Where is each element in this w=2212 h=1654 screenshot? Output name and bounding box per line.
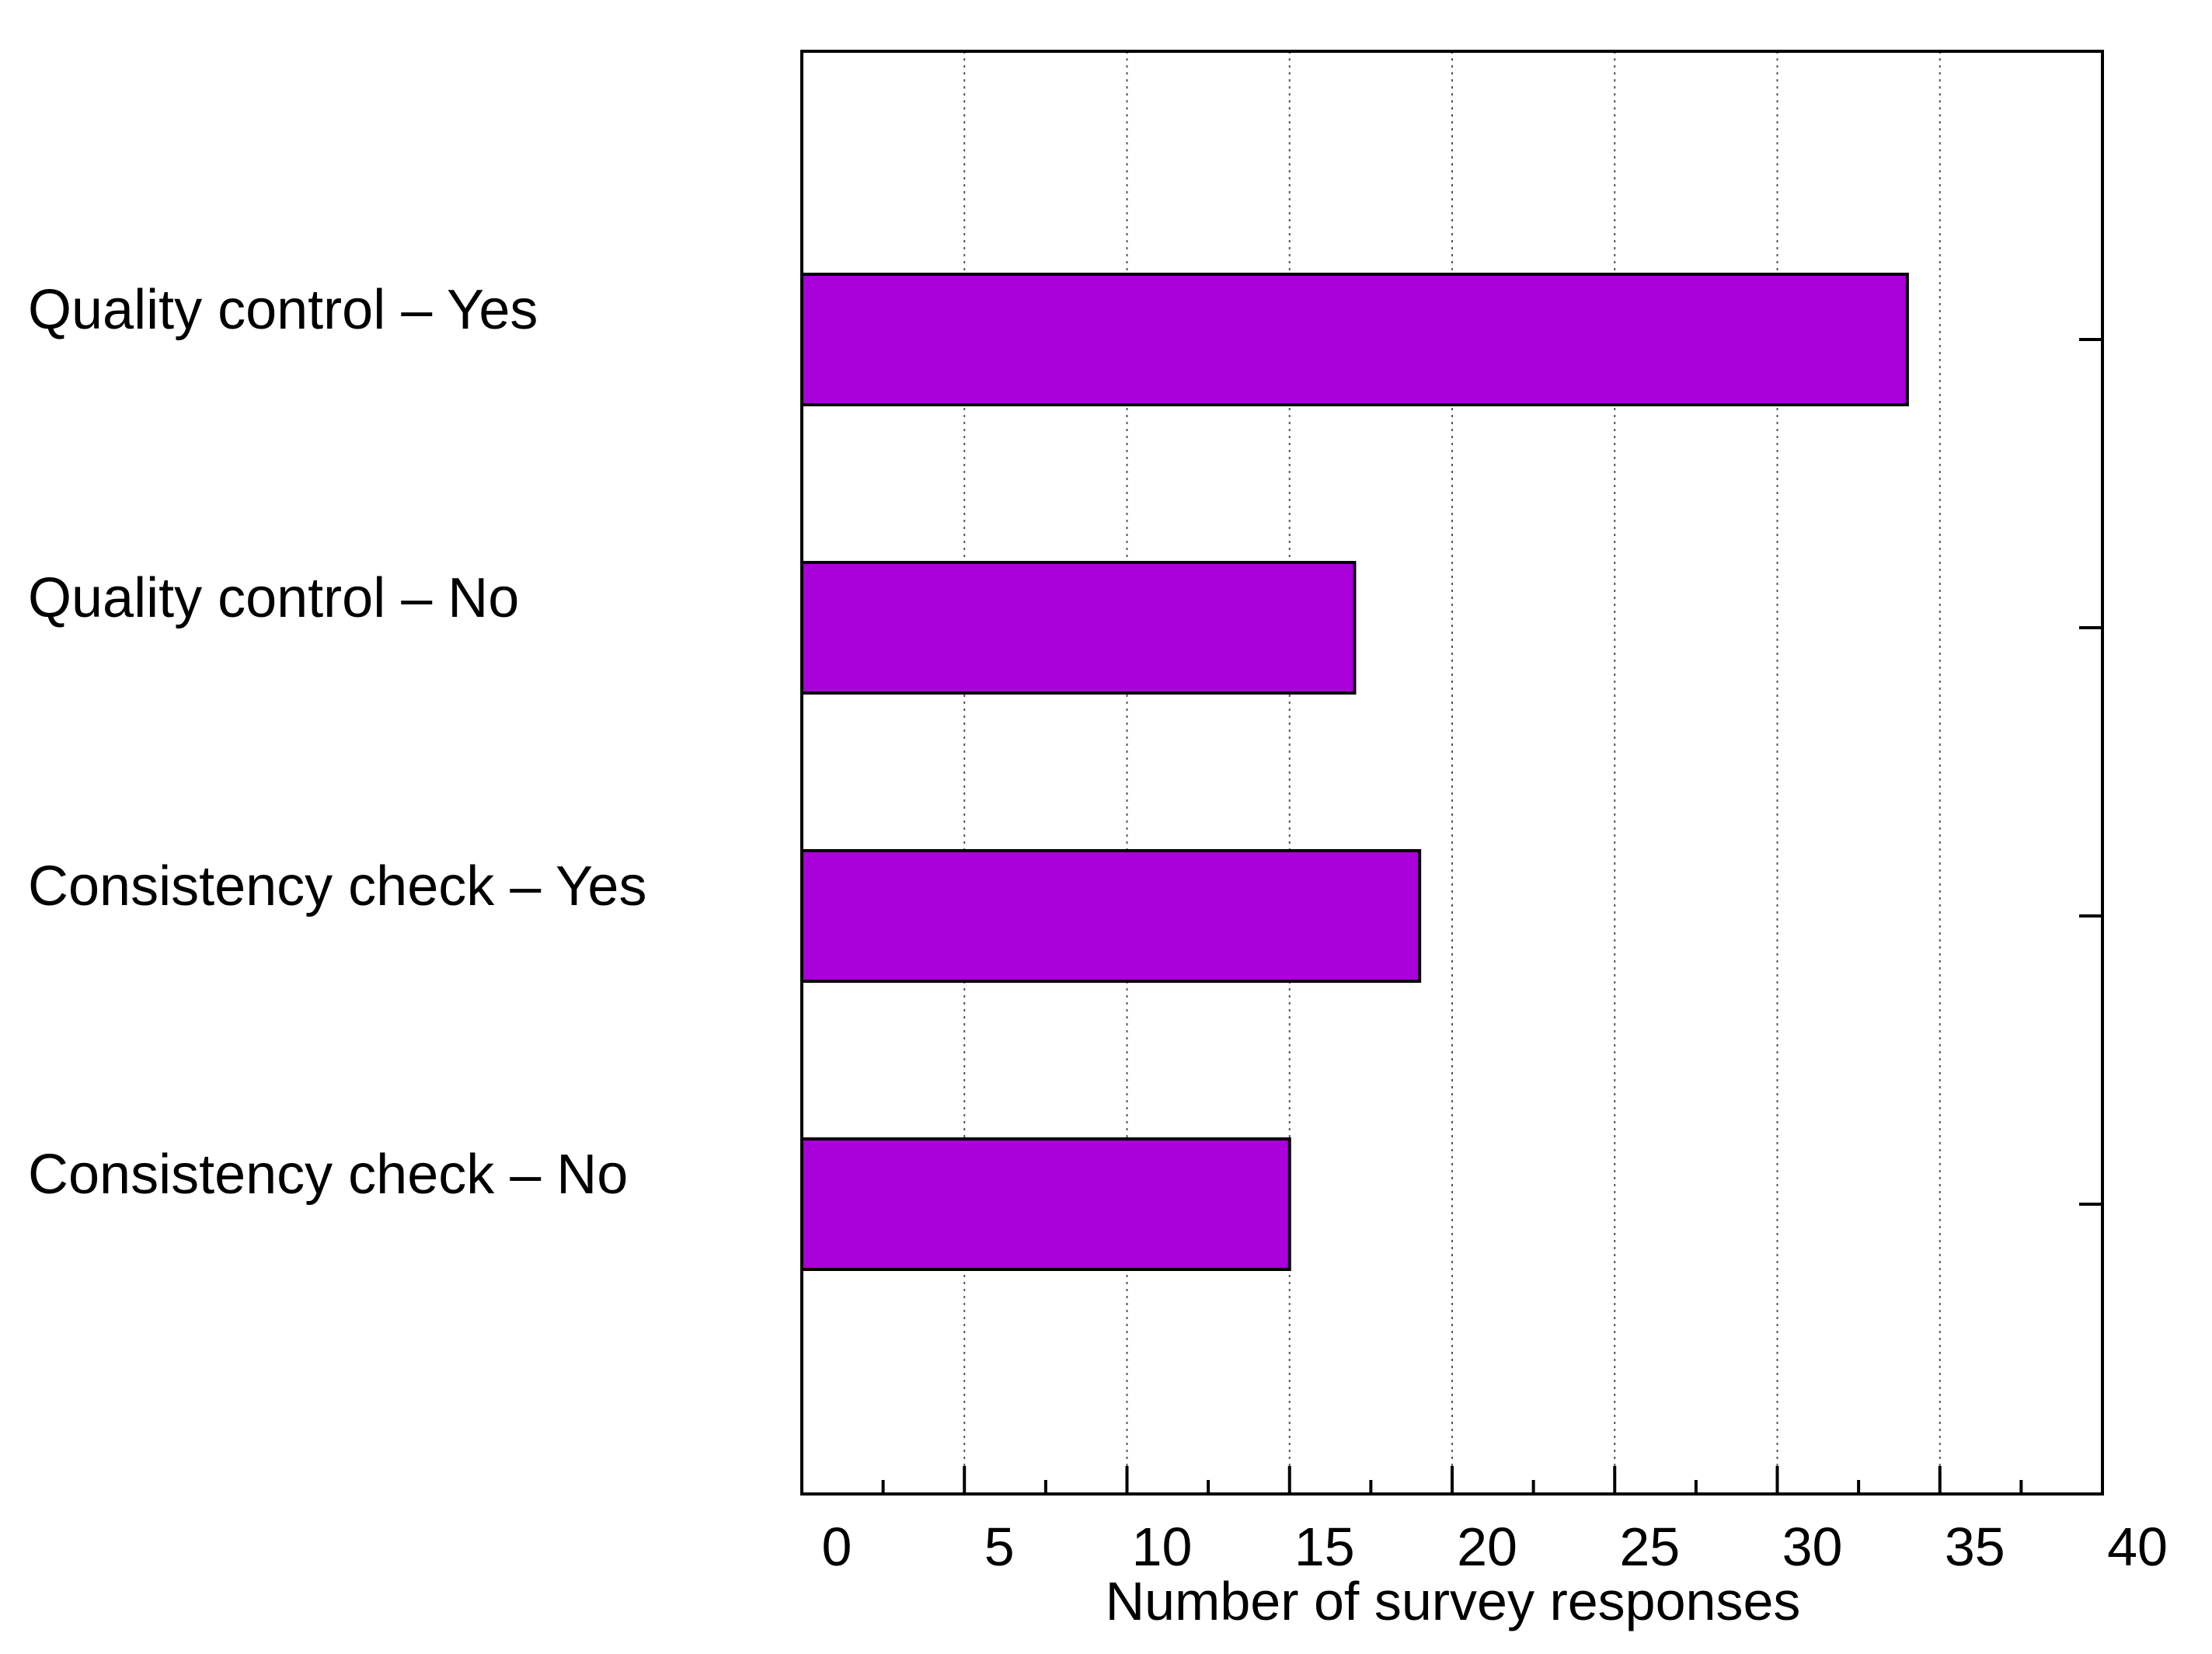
bar-0: [800, 273, 1909, 406]
x-tick-label-40: 40: [2107, 1516, 2168, 1577]
x-tick-label-0: 0: [822, 1516, 852, 1577]
x-tick-label-15: 15: [1294, 1516, 1355, 1577]
bar-2: [800, 849, 1422, 983]
x-axis-label: Number of survey responses: [1106, 1571, 1801, 1631]
x-tick-label-5: 5: [984, 1516, 1015, 1577]
x-tick-label-20: 20: [1457, 1516, 1517, 1577]
category-label-3: Consistency check – No: [28, 1144, 628, 1206]
category-label-1: Quality control – No: [28, 567, 519, 629]
x-tick-label-10: 10: [1132, 1516, 1193, 1577]
category-labels: Quality control – Yes Quality control – N…: [28, 279, 646, 1206]
category-label-0: Quality control – Yes: [28, 279, 538, 341]
bar-3: [800, 1137, 1291, 1271]
bar-1: [800, 561, 1357, 695]
x-tick-label-25: 25: [1619, 1516, 1680, 1577]
ticks: [800, 338, 2104, 1494]
x-tick-label-30: 30: [1782, 1516, 1843, 1577]
bars: [800, 273, 1909, 1271]
gridlines: [963, 51, 1941, 1494]
category-label-2: Consistency check – Yes: [28, 855, 646, 918]
tick-labels: 0 5 10 15 20 25 30 35 40: [822, 1516, 2168, 1577]
x-tick-label-35: 35: [1945, 1516, 2005, 1577]
